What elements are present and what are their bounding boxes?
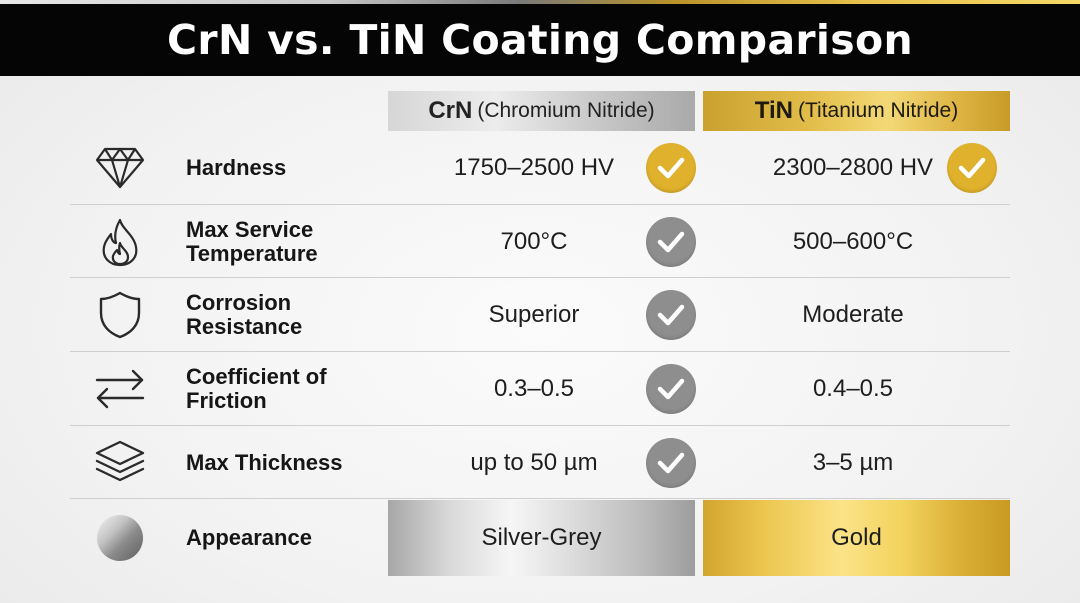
column-header-crn-full: (Chromium Nitride) [477, 99, 655, 122]
diamond-icon [94, 142, 146, 194]
row-label: Coefficient of Friction [186, 364, 327, 413]
row-label: Appearance [186, 525, 312, 550]
metal-sphere-icon [94, 512, 146, 564]
table-row-appearance: Appearance Silver-Grey Gold [70, 500, 1010, 576]
check-icon [646, 364, 696, 414]
row-divider [70, 425, 1010, 426]
title-bar: CrN vs. TiN Coating Comparison [0, 4, 1080, 76]
flame-icon [94, 216, 146, 268]
tin-value: Moderate [802, 301, 904, 328]
check-icon [646, 143, 696, 193]
table-row-max-thickness: Max Thickness up to 50 µm 3–5 µm [70, 426, 1010, 499]
swap-arrows-icon [94, 363, 146, 415]
column-header-tin-abbr: TiN [754, 97, 793, 124]
row-label: Max Service Temperature [186, 216, 318, 266]
crn-value: Silver-Grey [481, 524, 602, 551]
appearance-swatch-crn: Silver-Grey [388, 500, 695, 576]
check-icon [646, 438, 696, 488]
crn-value: Superior [488, 301, 580, 328]
crn-value: 0.3–0.5 [493, 375, 575, 402]
table-row-hardness: Hardness 1750–2500 HV 2300–2800 HV [70, 131, 1010, 205]
tin-value: 3–5 µm [812, 448, 894, 476]
row-label: Max Thickness [186, 449, 343, 475]
column-header-crn: CrN (Chromium Nitride) [388, 91, 695, 131]
row-label: Corrosion Resistance [186, 290, 303, 339]
check-icon [646, 217, 696, 267]
tin-value: 500–600°C [792, 227, 914, 255]
row-label: Hardness [186, 155, 287, 180]
tin-value: Gold [831, 524, 882, 551]
check-icon [947, 143, 997, 193]
column-header-tin-full: (Titanium Nitride) [797, 99, 959, 122]
column-header-crn-abbr: CrN [428, 97, 473, 124]
tin-value: 2300–2800 HV [772, 154, 934, 181]
row-divider [70, 277, 1010, 278]
row-divider [70, 351, 1010, 352]
page-title: CrN vs. TiN Coating Comparison [167, 16, 913, 64]
top-accent-line [0, 0, 1080, 4]
column-header-tin: TiN (Titanium Nitride) [703, 91, 1010, 131]
check-icon [646, 290, 696, 340]
table-row-coefficient-of-friction: Coefficient of Friction 0.3–0.5 0.4–0.5 [70, 352, 1010, 426]
table-row-max-service-temperature: Max Service Temperature 700°C 500–600°C [70, 205, 1010, 278]
crn-value: 700°C [500, 227, 568, 255]
layers-icon [94, 437, 146, 489]
crn-value: up to 50 µm [470, 448, 598, 476]
row-divider [70, 498, 1010, 499]
crn-value: 1750–2500 HV [453, 154, 615, 181]
tin-value: 0.4–0.5 [812, 375, 894, 402]
row-divider [70, 204, 1010, 205]
table-row-corrosion-resistance: Corrosion Resistance Superior Moderate [70, 278, 1010, 352]
shield-icon [94, 289, 146, 341]
appearance-swatch-tin: Gold [703, 500, 1010, 576]
